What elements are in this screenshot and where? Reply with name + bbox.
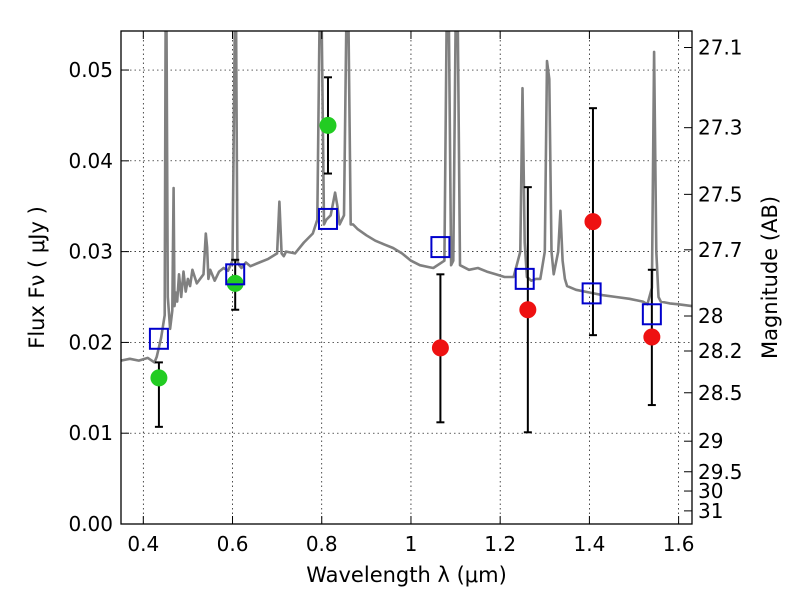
y-tick-label: 0.00 xyxy=(68,512,113,536)
y2-tick-label: 27.5 xyxy=(698,182,743,206)
red-data-point xyxy=(643,328,661,346)
model-spectrum xyxy=(121,31,692,364)
model-box-marker xyxy=(148,327,169,350)
y2-tick-label: 30 xyxy=(698,479,723,503)
spectrum-line xyxy=(121,31,692,364)
y-axis-label: Flux Fν ( μJy ) xyxy=(25,206,49,349)
y-tick-label: 0.01 xyxy=(68,421,113,445)
y-axis-ticks: 0.00 0.01 0.02 0.03 0.04 0.05 xyxy=(68,58,129,536)
x-axis-ticks: 0.4 0.6 0.8 1 1.2 1.4 1.6 xyxy=(127,31,695,556)
y2-tick-label: 27.3 xyxy=(698,116,743,140)
model-box-marker xyxy=(581,282,602,305)
x-axis-label: Wavelength λ (μm) xyxy=(306,563,507,587)
model-box-marker xyxy=(514,267,535,290)
y-tick-label: 0.05 xyxy=(68,58,113,82)
y2-tick-label: 28.5 xyxy=(698,381,743,405)
y2-tick-label: 29.5 xyxy=(698,460,743,484)
x-tick-label: 1 xyxy=(405,532,418,556)
y2-axis-label: Magnitude (AB) xyxy=(758,196,782,359)
x-tick-label: 0.8 xyxy=(306,532,338,556)
y2-tick-label: 28.2 xyxy=(698,339,743,363)
x-tick-label: 0.6 xyxy=(217,532,249,556)
x-tick-label: 0.4 xyxy=(127,532,159,556)
y2-tick-label: 27.7 xyxy=(698,238,743,262)
data-markers xyxy=(148,116,662,387)
y2-tick-label: 28 xyxy=(698,304,723,328)
x-tick-label: 1.2 xyxy=(484,532,516,556)
x-tick-label: 1.4 xyxy=(573,532,605,556)
y-tick-label: 0.03 xyxy=(68,240,113,264)
green-data-point xyxy=(150,369,168,387)
model-box-marker xyxy=(430,236,451,259)
model-box-marker xyxy=(225,263,246,286)
grid xyxy=(121,31,692,525)
model-box-marker xyxy=(317,207,338,230)
red-data-point xyxy=(584,213,602,231)
y2-tick-label: 29 xyxy=(698,429,723,453)
red-data-point xyxy=(519,301,537,319)
y2-tick-label: 27.1 xyxy=(698,36,743,60)
green-data-point xyxy=(319,116,337,134)
y2-tick-label: 31 xyxy=(698,499,723,523)
x-tick-label: 1.6 xyxy=(663,532,695,556)
y-tick-label: 0.04 xyxy=(68,149,113,173)
y-tick-label: 0.02 xyxy=(68,330,113,354)
red-data-point xyxy=(431,339,449,357)
model-box-marker xyxy=(641,303,662,326)
plot-frame xyxy=(120,30,693,525)
